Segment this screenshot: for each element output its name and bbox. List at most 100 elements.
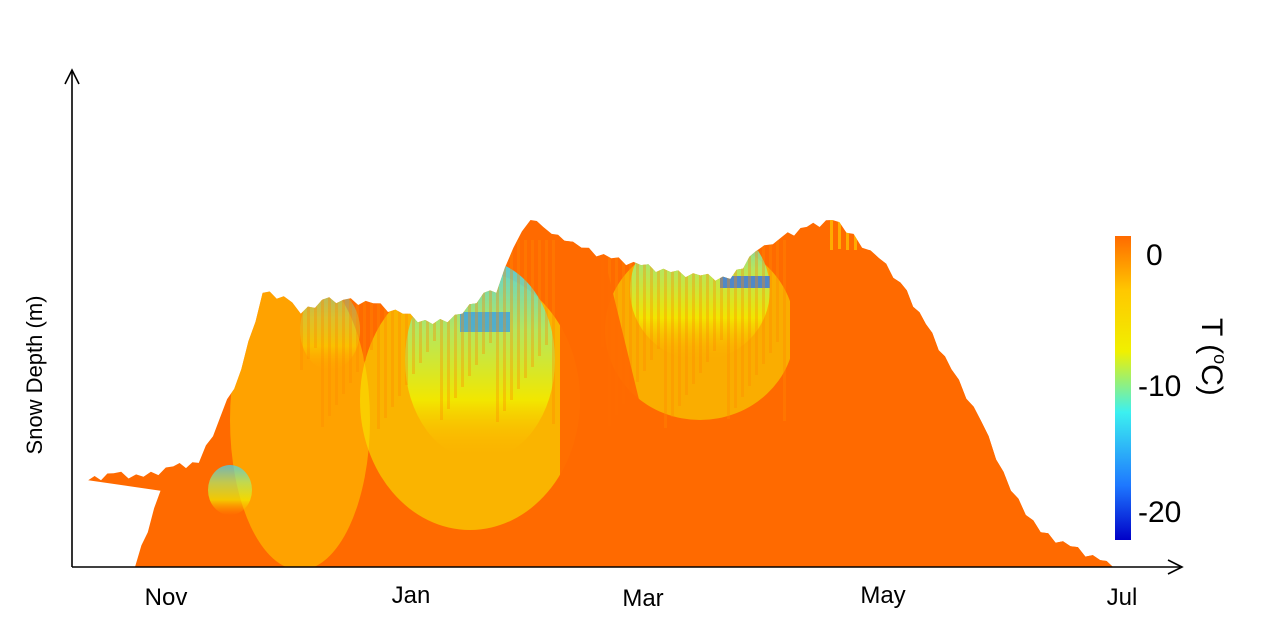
streak bbox=[328, 240, 331, 416]
streak bbox=[426, 240, 429, 352]
streak bbox=[433, 240, 436, 341]
streak bbox=[878, 220, 881, 249]
streak bbox=[706, 240, 709, 362]
streak bbox=[720, 240, 723, 340]
axes bbox=[64, 68, 1184, 575]
streak bbox=[862, 220, 865, 241]
x-tick-label: May bbox=[860, 582, 905, 609]
streak bbox=[846, 220, 849, 273]
streak bbox=[370, 240, 373, 350]
y-axis-arrow bbox=[64, 68, 80, 85]
streak bbox=[713, 240, 716, 351]
streak bbox=[307, 240, 310, 359]
streak bbox=[685, 240, 688, 395]
cold-streak bbox=[460, 312, 510, 332]
streak bbox=[934, 220, 937, 257]
warm-wedge bbox=[560, 240, 680, 567]
streak bbox=[496, 240, 499, 422]
streak bbox=[384, 240, 387, 418]
streak bbox=[966, 220, 969, 273]
streak bbox=[643, 240, 646, 371]
streak bbox=[974, 220, 977, 257]
streak bbox=[531, 240, 534, 367]
streak bbox=[405, 240, 408, 385]
warm-block bbox=[790, 250, 1114, 567]
streak bbox=[958, 220, 961, 249]
streak bbox=[482, 240, 485, 354]
cold-streak bbox=[720, 276, 770, 288]
cold-core bbox=[300, 290, 360, 370]
streak bbox=[783, 240, 786, 421]
streak bbox=[503, 240, 506, 411]
streak bbox=[552, 240, 555, 424]
streak bbox=[727, 240, 730, 419]
streak bbox=[769, 240, 772, 353]
cold-streak bbox=[610, 236, 650, 250]
streak bbox=[454, 240, 457, 398]
streak bbox=[854, 220, 857, 257]
streak bbox=[918, 220, 921, 249]
streak bbox=[650, 240, 653, 360]
streak bbox=[699, 240, 702, 373]
streak bbox=[902, 220, 905, 241]
streak bbox=[622, 240, 625, 404]
colorbar-tick-label: 0 bbox=[1146, 239, 1163, 272]
temperature-overlays bbox=[208, 220, 1114, 567]
streak bbox=[475, 240, 478, 365]
streak bbox=[468, 240, 471, 376]
x-tick-label: Jan bbox=[392, 582, 431, 609]
streak bbox=[950, 220, 953, 265]
snowpack-area bbox=[88, 220, 1114, 567]
streak bbox=[489, 240, 492, 343]
streak bbox=[671, 240, 674, 417]
x-axis-arrow bbox=[1167, 559, 1184, 575]
streak bbox=[942, 220, 945, 241]
streak bbox=[538, 240, 541, 356]
x-tick-label: Mar bbox=[622, 585, 663, 612]
streak bbox=[419, 240, 422, 363]
streak bbox=[838, 220, 841, 249]
x-tick-label: Jul bbox=[1107, 584, 1138, 611]
streak bbox=[398, 240, 401, 396]
streak bbox=[440, 240, 443, 420]
streak bbox=[664, 240, 667, 428]
streak bbox=[412, 240, 415, 374]
streak bbox=[510, 240, 513, 400]
streak bbox=[741, 240, 744, 397]
streak bbox=[356, 240, 359, 372]
x-tick-label: Nov bbox=[145, 584, 188, 611]
streak bbox=[545, 240, 548, 345]
streak bbox=[391, 240, 394, 407]
streak bbox=[342, 240, 345, 394]
streak bbox=[524, 240, 527, 378]
colorbar-label: T (oC) bbox=[1195, 318, 1230, 396]
streak bbox=[755, 240, 758, 375]
streak bbox=[748, 240, 751, 386]
colorbar-tick-label: -20 bbox=[1138, 496, 1181, 529]
streak bbox=[657, 240, 660, 349]
streak bbox=[363, 240, 366, 361]
colorbar-tick-label: -10 bbox=[1138, 370, 1181, 403]
streak bbox=[926, 220, 929, 273]
streak bbox=[321, 240, 324, 427]
streak bbox=[830, 220, 833, 265]
streak bbox=[734, 240, 737, 408]
streak bbox=[461, 240, 464, 387]
streak bbox=[982, 220, 985, 241]
colorbar: 0 -10 -20 T (oC) bbox=[1115, 236, 1230, 540]
streak bbox=[910, 220, 913, 265]
colorbar-gradient bbox=[1115, 236, 1131, 540]
streak bbox=[314, 240, 317, 348]
y-axis-label: Snow Depth (m) bbox=[22, 296, 47, 455]
streak bbox=[629, 240, 632, 393]
streak bbox=[776, 240, 779, 342]
streak bbox=[678, 240, 681, 406]
streak bbox=[349, 240, 352, 383]
cold-core bbox=[208, 465, 252, 515]
streak bbox=[636, 240, 639, 382]
streak bbox=[517, 240, 520, 389]
streak bbox=[894, 220, 897, 257]
streak bbox=[300, 240, 303, 370]
streak bbox=[447, 240, 450, 409]
